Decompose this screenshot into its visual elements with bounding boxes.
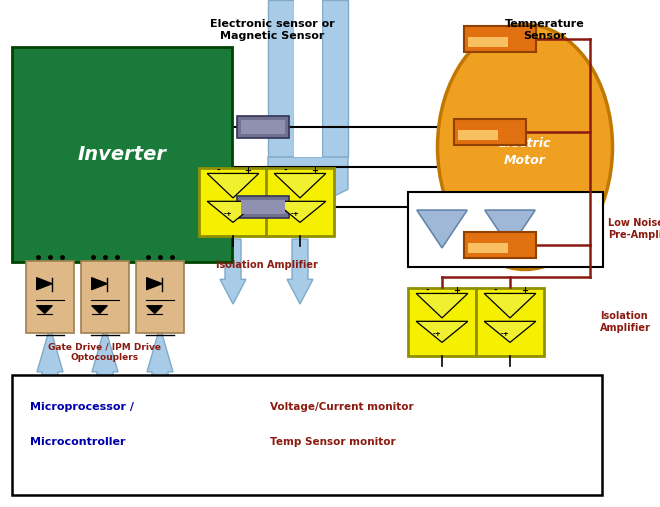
Text: Isolation Amplifier: Isolation Amplifier: [216, 260, 318, 270]
Polygon shape: [207, 201, 259, 223]
Text: -+: -+: [291, 210, 300, 216]
Bar: [468, 37, 508, 47]
Bar: [12, 375, 602, 495]
Text: Voltage/Current monitor: Voltage/Current monitor: [270, 402, 414, 412]
Text: +: +: [453, 285, 461, 295]
Polygon shape: [92, 327, 118, 445]
Bar: [12, 47, 232, 262]
Bar: [468, 243, 508, 253]
Bar: [408, 192, 603, 267]
Bar: [476, 288, 544, 356]
Text: +: +: [521, 285, 529, 295]
Text: -: -: [425, 285, 429, 295]
Text: +: +: [312, 166, 319, 174]
Bar: [294, 0, 322, 157]
Text: -+: -+: [433, 331, 442, 337]
Polygon shape: [147, 306, 162, 313]
Text: -+: -+: [224, 210, 232, 216]
Polygon shape: [484, 321, 536, 342]
Polygon shape: [416, 321, 468, 342]
Text: Isolation
Amplifier: Isolation Amplifier: [600, 311, 651, 333]
Bar: [322, 0, 348, 157]
Polygon shape: [268, 157, 348, 209]
Polygon shape: [287, 239, 313, 304]
Polygon shape: [220, 239, 246, 304]
Bar: [136, 261, 184, 333]
Text: Low Noise
Pre-Amplifier: Low Noise Pre-Amplifier: [608, 218, 660, 240]
Text: Microprocessor /: Microprocessor /: [30, 402, 134, 412]
Bar: [26, 261, 74, 333]
Polygon shape: [195, 396, 600, 428]
Polygon shape: [36, 277, 52, 290]
Text: Microcontroller: Microcontroller: [30, 437, 125, 447]
Text: -: -: [216, 166, 220, 174]
Polygon shape: [37, 159, 63, 249]
Text: Temp Sensor monitor: Temp Sensor monitor: [270, 437, 395, 447]
Polygon shape: [92, 306, 108, 313]
Polygon shape: [147, 327, 173, 445]
Bar: [241, 120, 285, 134]
Polygon shape: [417, 210, 467, 248]
Polygon shape: [36, 306, 52, 313]
Text: Electric
Motor: Electric Motor: [499, 137, 551, 167]
Polygon shape: [37, 327, 63, 445]
Bar: [464, 26, 536, 52]
Text: Temperature
Sensor: Temperature Sensor: [505, 19, 585, 42]
Bar: [241, 200, 285, 214]
Bar: [237, 116, 289, 138]
Polygon shape: [147, 277, 162, 290]
Bar: [199, 168, 267, 236]
Bar: [464, 232, 536, 258]
Ellipse shape: [438, 24, 612, 270]
Bar: [458, 130, 498, 140]
Bar: [266, 168, 334, 236]
Text: Gate Drive / IPM Drive
Optocouplers: Gate Drive / IPM Drive Optocouplers: [48, 342, 162, 362]
Bar: [237, 196, 289, 218]
Polygon shape: [497, 292, 523, 347]
Text: -+: -+: [501, 331, 510, 337]
Text: -: -: [493, 285, 497, 295]
Polygon shape: [485, 210, 535, 248]
Polygon shape: [274, 201, 326, 223]
Polygon shape: [92, 277, 108, 290]
Polygon shape: [207, 173, 259, 198]
Bar: [454, 119, 526, 145]
Text: +: +: [244, 166, 251, 174]
Polygon shape: [429, 292, 455, 347]
Text: Inverter: Inverter: [77, 146, 166, 164]
Polygon shape: [416, 294, 468, 318]
Bar: [408, 288, 476, 356]
Polygon shape: [92, 159, 118, 249]
Polygon shape: [147, 159, 173, 249]
Text: Electronic sensor or
Magnetic Sensor: Electronic sensor or Magnetic Sensor: [210, 19, 335, 42]
Polygon shape: [274, 173, 326, 198]
Polygon shape: [484, 294, 536, 318]
Bar: [81, 261, 129, 333]
Bar: [268, 0, 294, 157]
Text: -: -: [283, 166, 287, 174]
